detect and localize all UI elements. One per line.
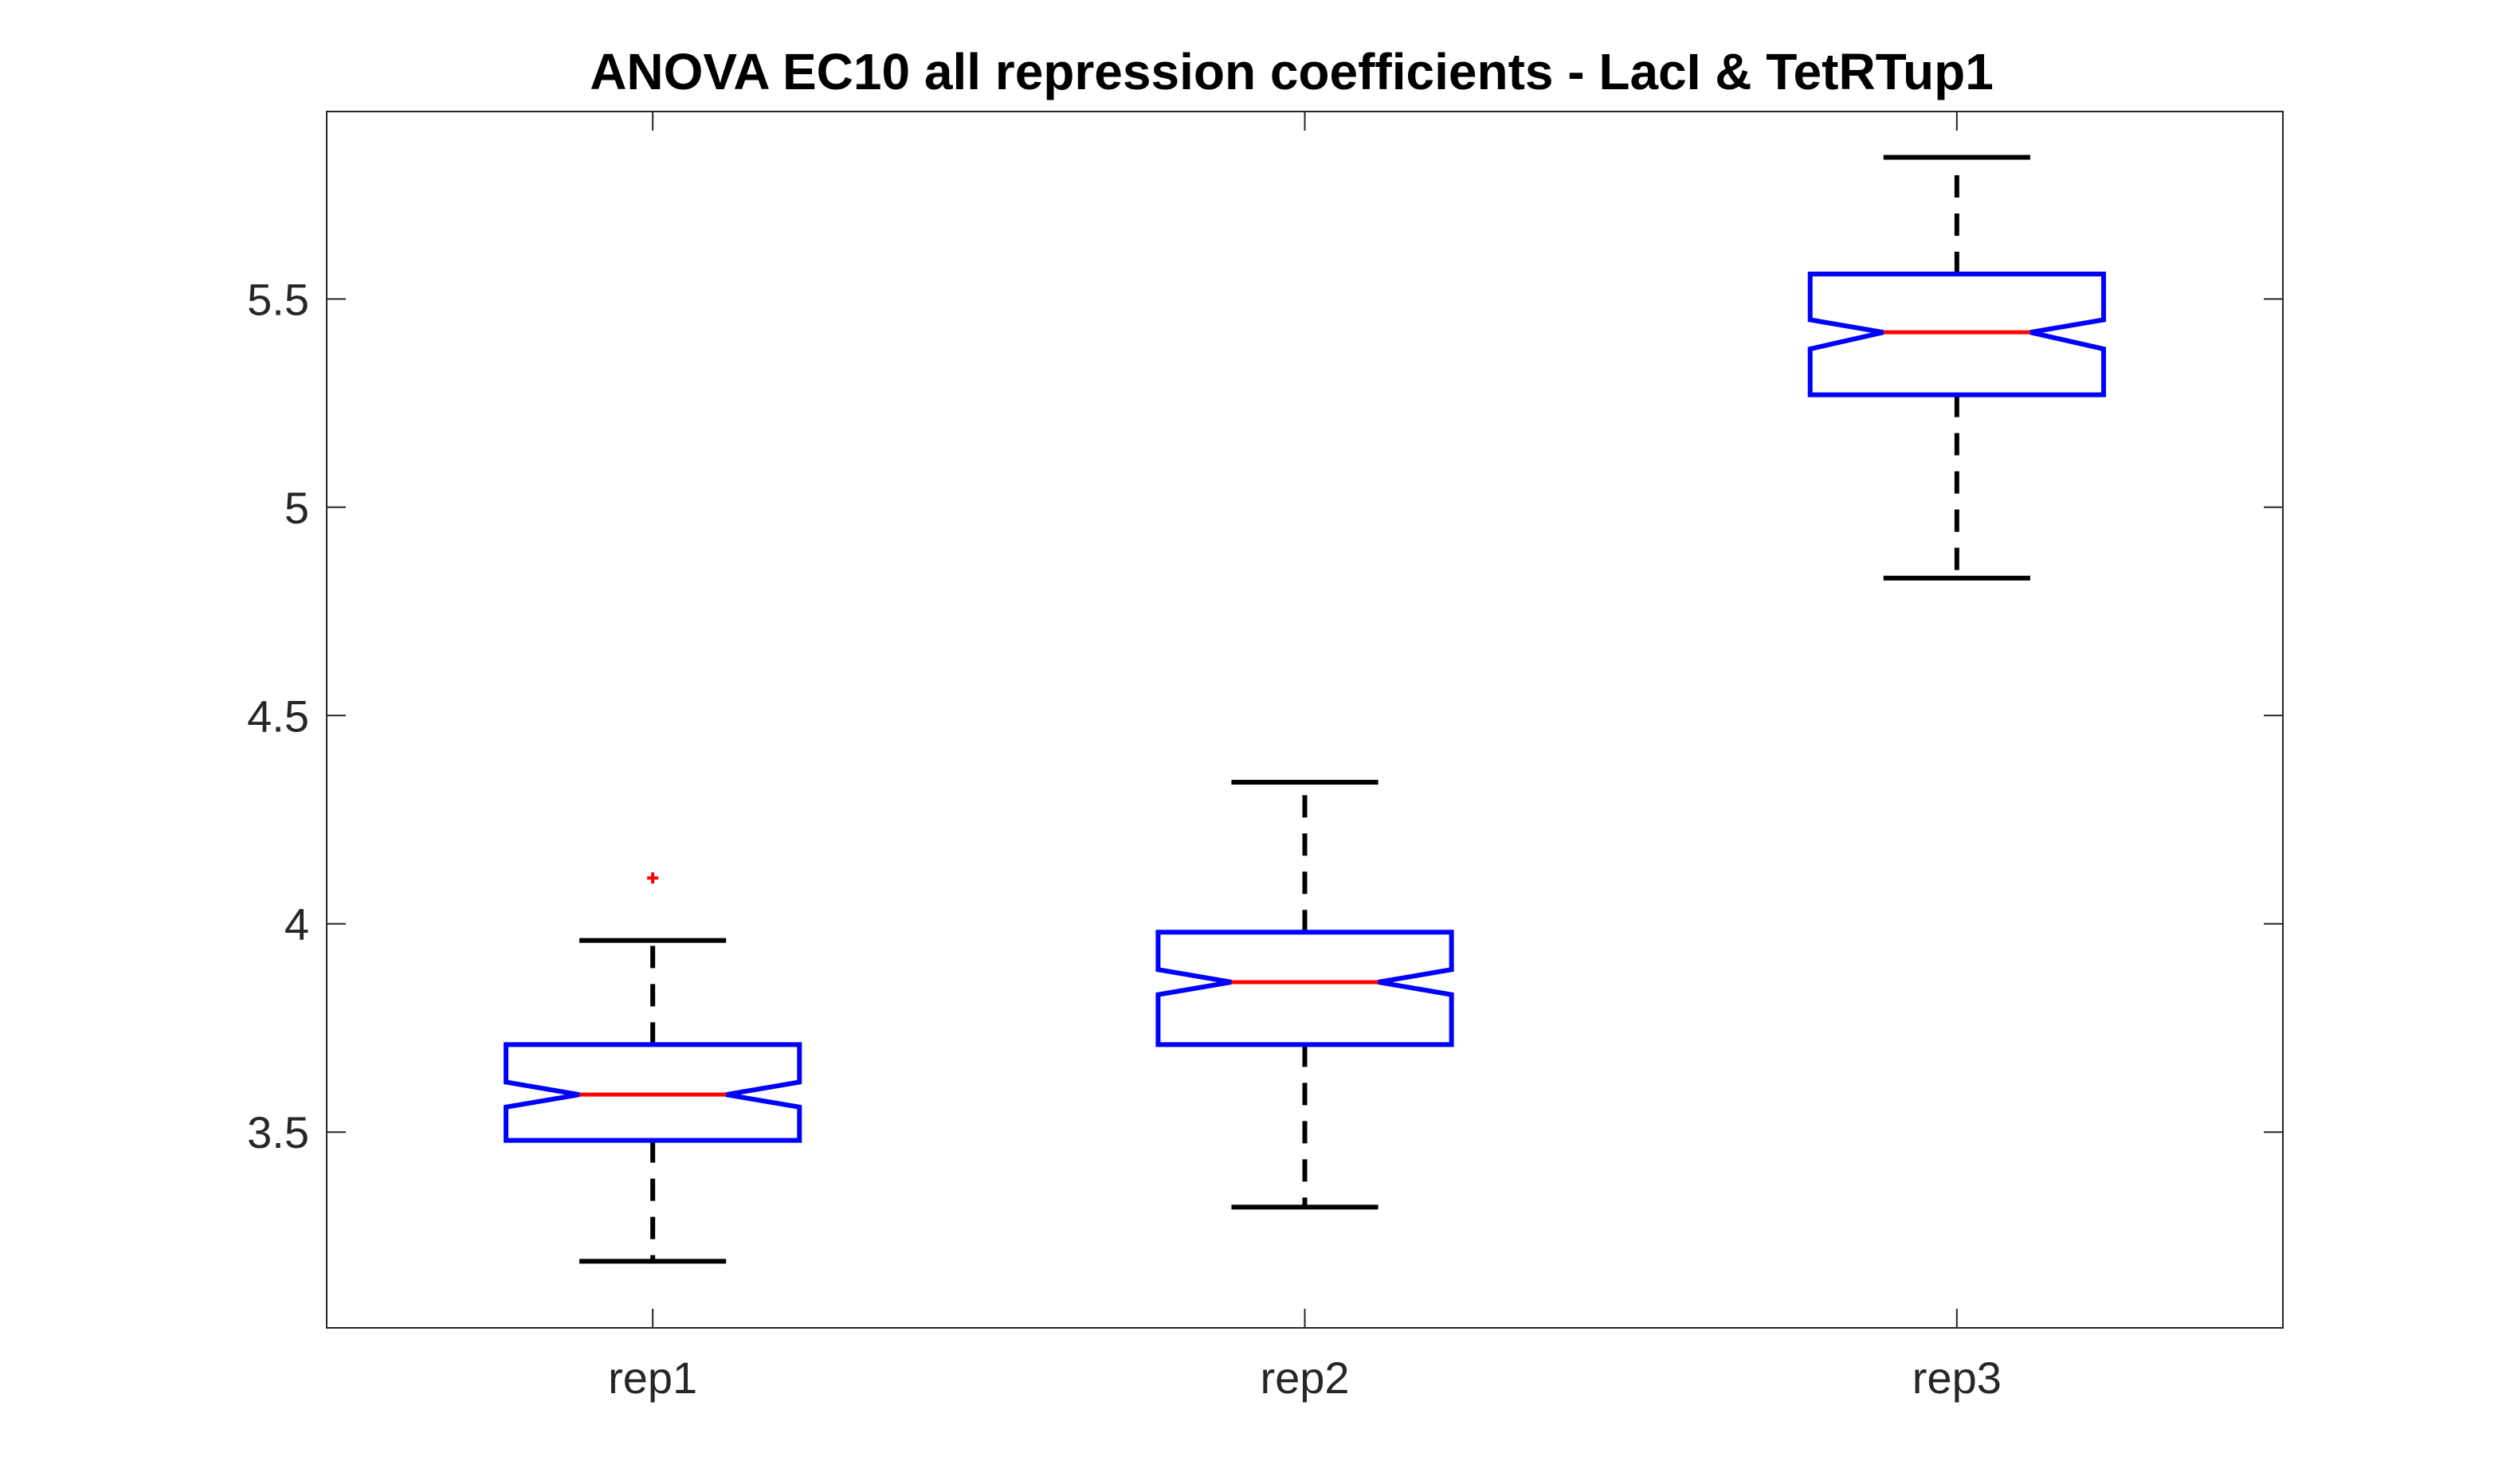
notched-box bbox=[1807, 271, 2106, 397]
box-group-rep3 bbox=[1807, 155, 2106, 581]
box-group-rep1 bbox=[504, 872, 802, 1264]
x-tick-label: rep1 bbox=[608, 1353, 697, 1403]
notched-box bbox=[504, 1042, 802, 1143]
y-tick-label: 4 bbox=[284, 899, 309, 950]
plot-area-frame bbox=[326, 111, 2284, 1329]
notched-box bbox=[1155, 930, 1454, 1047]
chart-title: ANOVA EC10 all repression coefficients -… bbox=[590, 43, 1994, 100]
y-tick-label: 5.5 bbox=[247, 274, 309, 324]
box-group-rep2 bbox=[1155, 779, 1454, 1210]
y-tick-label: 3.5 bbox=[247, 1107, 309, 1157]
axes-layer: 3.5 4 4.5 5 5.5 rep1 rep2 rep3 bbox=[247, 112, 2283, 1403]
marks-layer bbox=[504, 155, 2106, 1264]
x-tick-label: rep2 bbox=[1260, 1353, 1349, 1403]
y-tick-label: 5 bbox=[284, 483, 309, 533]
y-tick-label: 4.5 bbox=[247, 691, 309, 741]
x-tick-label: rep3 bbox=[1912, 1353, 2002, 1403]
